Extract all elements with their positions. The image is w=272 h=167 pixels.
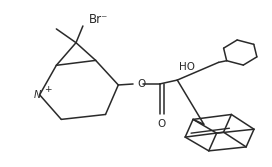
Text: N: N (34, 90, 41, 100)
Text: +: + (44, 85, 51, 94)
Text: Br⁻: Br⁻ (89, 13, 108, 26)
Text: O: O (157, 119, 166, 129)
Text: HO: HO (179, 62, 195, 72)
Text: O: O (137, 79, 145, 89)
